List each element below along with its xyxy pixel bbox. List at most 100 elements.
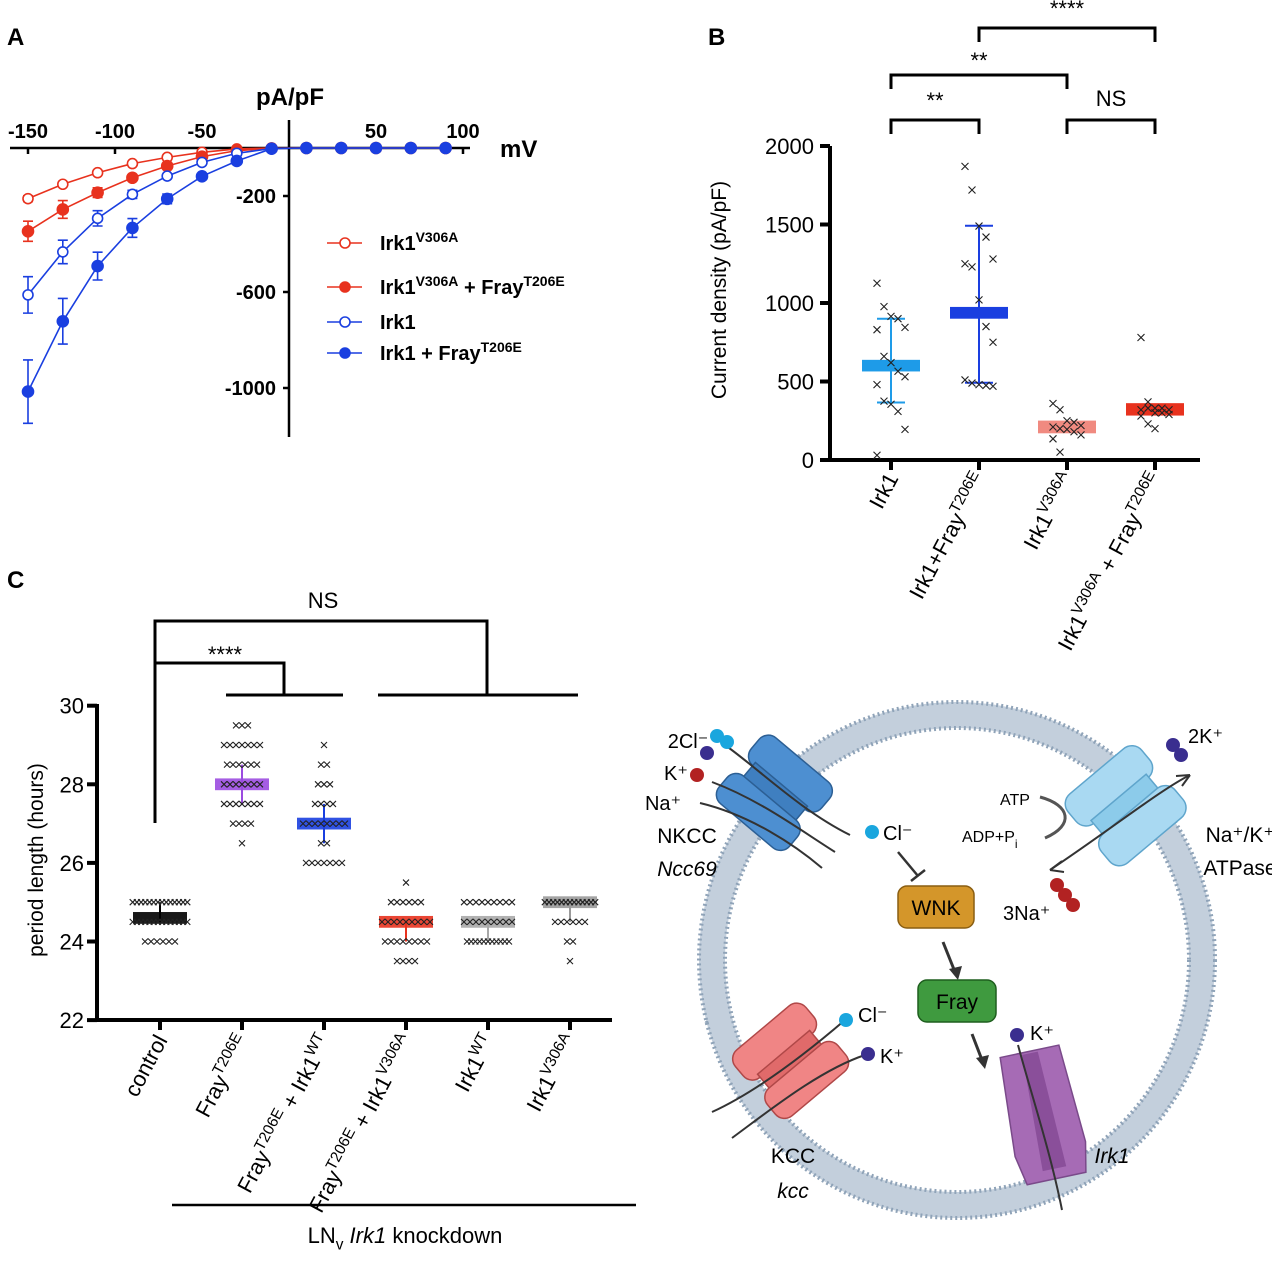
b-x-tick-label: Irk1 — [864, 469, 903, 513]
c-y-axis-title: period length (hours) — [25, 763, 48, 957]
nkcc-gene: Ncc69 — [657, 858, 717, 881]
b-significance-label: ** — [926, 88, 944, 113]
c-group: Irk1V306A — [520, 896, 599, 1116]
b-data-point — [880, 397, 888, 406]
c-data-point — [591, 898, 599, 906]
a-data-point — [21, 385, 35, 398]
c-data-point — [502, 918, 510, 926]
c-data-point — [563, 918, 571, 926]
c-data-point — [253, 761, 261, 769]
c-data-point — [393, 938, 401, 945]
c-y-tick-label: 30 — [60, 694, 84, 719]
a-x-tick-label: 50 — [365, 121, 387, 143]
b-x-tick-label: Irk1V306A — [1017, 467, 1080, 553]
irk1-flux-arrow — [1017, 1044, 1063, 1211]
c-data-point — [299, 820, 307, 827]
c-data-point — [311, 820, 319, 827]
c-data-point — [387, 938, 395, 945]
membrane-outer-leaflet — [697, 700, 1217, 1220]
c-data-point — [317, 839, 325, 847]
c-data-point — [472, 898, 480, 906]
c-data-point — [247, 820, 255, 827]
nkcc-cl-label: 2Cl⁻ — [668, 731, 709, 753]
adp-text: ADP+P — [962, 829, 1015, 846]
b-data-point — [989, 255, 997, 263]
c-data-point — [314, 859, 322, 867]
wnk-box — [897, 885, 975, 929]
c-significance-label: NS — [308, 588, 339, 613]
a-data-point — [91, 259, 104, 273]
a-data-point — [161, 170, 173, 182]
b-y-axis-title: Current density (pA/pF) — [708, 181, 731, 399]
chloride-ion-icon — [839, 1013, 853, 1027]
c-significance-bracket — [153, 619, 489, 823]
arrowhead-icon — [976, 1055, 989, 1069]
text-segment: Fray — [304, 1166, 347, 1217]
kcc-cl-label: Cl⁻ — [858, 1005, 887, 1027]
c-data-point — [250, 780, 258, 788]
c-data-point — [305, 820, 313, 827]
a-data-point — [126, 188, 139, 201]
a-data-point — [230, 154, 244, 168]
c-data-point — [402, 879, 410, 886]
c-data-point — [326, 780, 334, 788]
c-data-point — [183, 918, 191, 926]
c-data-point — [399, 957, 407, 965]
c-data-point — [317, 820, 325, 827]
c-data-point — [329, 800, 337, 808]
c-data-point — [226, 780, 234, 788]
c-data-point — [478, 918, 486, 926]
adp-label: ADP+Pi — [962, 829, 1018, 851]
b-significance-bracket — [889, 73, 1069, 89]
c-data-point — [141, 938, 149, 945]
text-segment: knockdown — [386, 1223, 502, 1248]
c-data-point — [235, 761, 243, 769]
nkcc-k-label: K⁺ — [664, 763, 688, 785]
b-error-bar — [877, 317, 905, 404]
b-data-point — [968, 379, 976, 387]
c-data-point — [223, 761, 231, 769]
text-segment: T206E — [481, 339, 522, 355]
b-mean-bar — [1038, 420, 1096, 434]
a-y-tick-label: -200 — [236, 186, 276, 208]
text-segment: Irk1 — [864, 469, 903, 513]
c-data-point — [238, 780, 246, 788]
b-data-point — [1158, 409, 1166, 417]
c-data-point — [405, 957, 413, 965]
text-segment: V306A — [1034, 467, 1071, 516]
a-data-point — [91, 166, 104, 179]
c-x-tick-label: control — [119, 1031, 172, 1101]
a-data-point — [126, 171, 139, 185]
a-series-line — [27, 147, 446, 296]
fray-label: Fray — [936, 991, 979, 1014]
c-data-point — [244, 721, 252, 729]
atpase-k-label: 2K⁺ — [1188, 726, 1223, 748]
b-data-point — [968, 263, 976, 271]
sodium-ion-icon — [1066, 898, 1080, 912]
panel-b-current-density: Current density (pA/pF) 0 500 1000 1500 2000… — [708, 0, 1200, 655]
b-y-tick-label: 0 — [802, 448, 814, 473]
c-data-point — [171, 938, 179, 945]
kcc-flux-arrow — [711, 1019, 846, 1113]
b-group: Irk1 — [862, 279, 920, 513]
b-data-point — [982, 322, 990, 331]
b-data-point — [1063, 425, 1071, 434]
c-data-point — [332, 859, 340, 867]
c-knockdown-label: LNv Irk1 knockdown — [308, 1223, 503, 1254]
activation-arrow — [970, 1033, 984, 1061]
nkcc-flux-arrow — [724, 744, 851, 836]
b-data-point — [894, 367, 902, 376]
c-x-tick-label: Irk1V306A — [520, 1029, 583, 1115]
potassium-ion-icon — [700, 746, 714, 760]
atpase-na-label: 3Na⁺ — [1003, 903, 1050, 925]
a-series: Irk1 + FrayT206E — [21, 141, 522, 425]
c-data-point — [490, 918, 498, 926]
wnk-label: WNK — [912, 897, 961, 920]
intracellular-cl-label: Cl⁻ — [883, 823, 912, 845]
kcc-gene: kcc — [777, 1180, 809, 1203]
a-legend-marker — [339, 316, 351, 328]
b-group: Irk1V306A — [1017, 399, 1096, 554]
b-data-point — [961, 162, 969, 171]
text-segment: T206E — [1122, 468, 1158, 516]
